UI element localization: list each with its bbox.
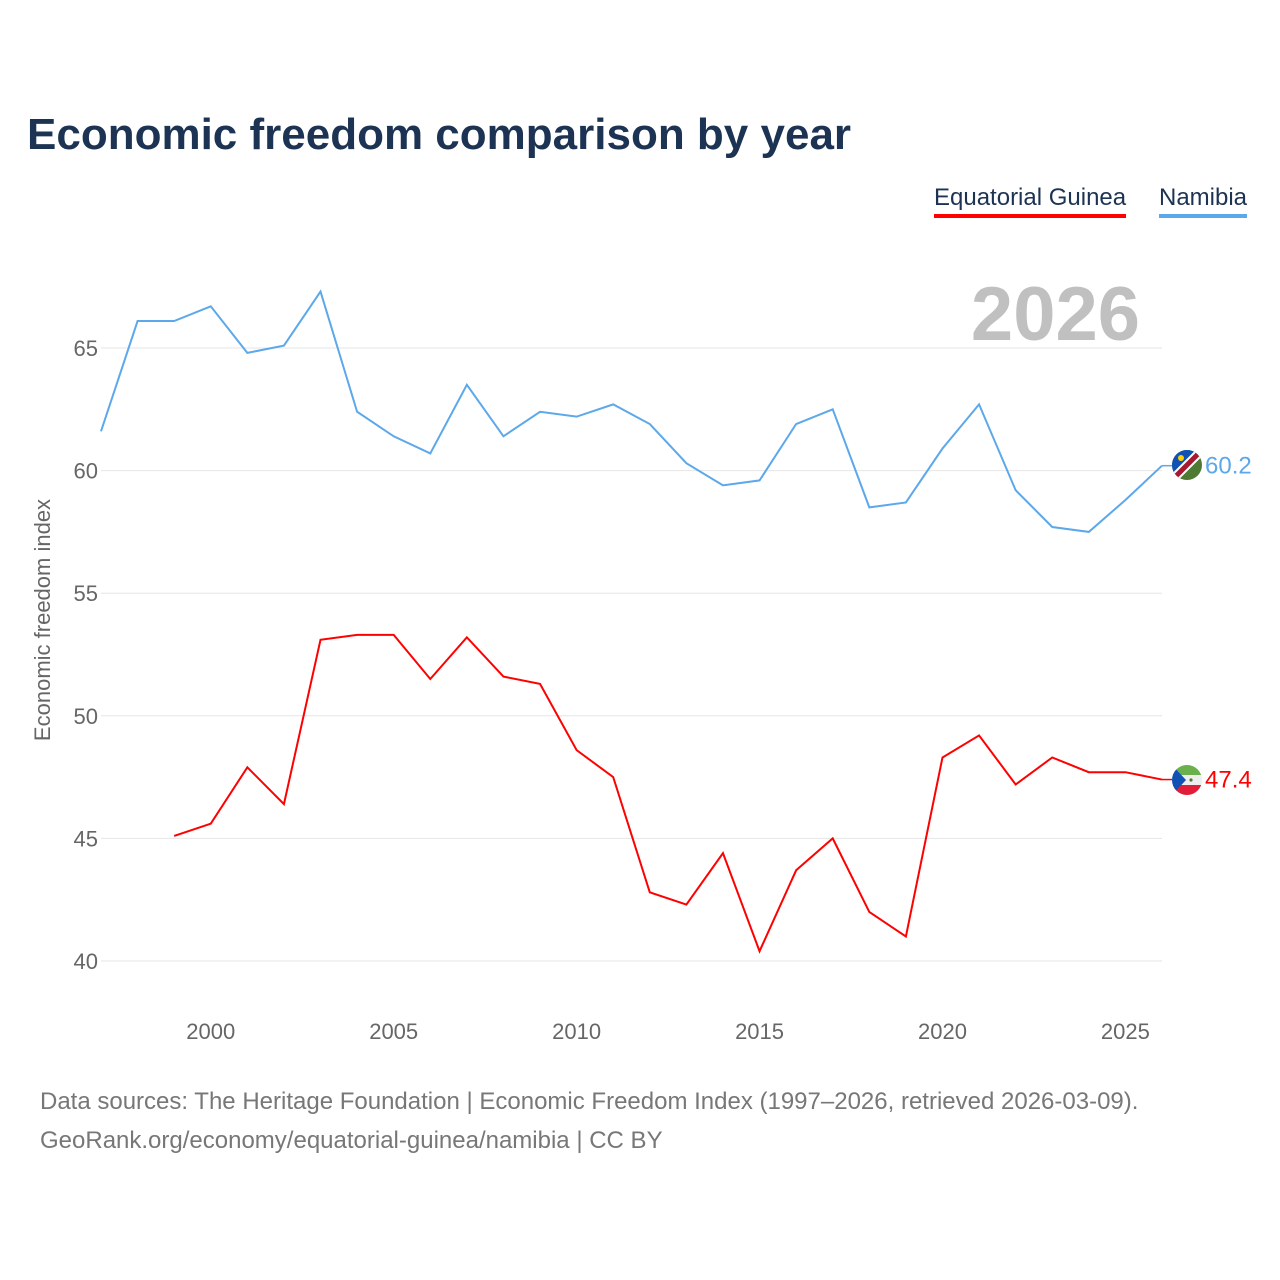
footer-source: Data sources: The Heritage Foundation | … xyxy=(40,1088,1139,1115)
x-tick-label: 2025 xyxy=(1101,1019,1150,1044)
end-value-label: 47.4 xyxy=(1205,767,1252,794)
legend-namibia[interactable]: Namibia xyxy=(1159,184,1248,218)
year-label: 2026 xyxy=(971,272,1140,357)
x-tick-label: 2015 xyxy=(735,1019,784,1044)
x-tick-label: 2010 xyxy=(552,1019,601,1044)
y-tick-label: 50 xyxy=(74,704,98,729)
equatorial-guinea-flag-icon xyxy=(1172,765,1202,795)
series-line-namibia[interactable] xyxy=(100,289,1163,533)
namibia-flag-icon xyxy=(1172,450,1202,480)
chart-title: Economic freedom comparison by year xyxy=(27,110,852,159)
x-tick-label: 2005 xyxy=(369,1019,418,1044)
y-tick-label: 45 xyxy=(74,826,98,851)
y-tick-label: 65 xyxy=(74,336,98,361)
x-tick-label: 2000 xyxy=(186,1019,235,1044)
footer-link[interactable]: GeoRank.org/economy/equatorial-guinea/na… xyxy=(40,1127,663,1154)
x-tick-label: 2020 xyxy=(918,1019,967,1044)
y-axis-label: Economic freedom index xyxy=(30,499,55,741)
y-tick-label: 55 xyxy=(74,581,98,606)
legend-equatorial-guinea[interactable]: Equatorial Guinea xyxy=(934,184,1127,218)
y-tick-label: 40 xyxy=(74,949,98,974)
line-chart: 40 45 50 55 60 65 2000 2005 2010 2015 2020 2025 202… xyxy=(30,272,1252,1044)
series-line-equatorial-guinea[interactable] xyxy=(173,633,1163,954)
end-value-label: 60.2 xyxy=(1205,453,1252,480)
y-tick-label: 60 xyxy=(74,459,98,484)
